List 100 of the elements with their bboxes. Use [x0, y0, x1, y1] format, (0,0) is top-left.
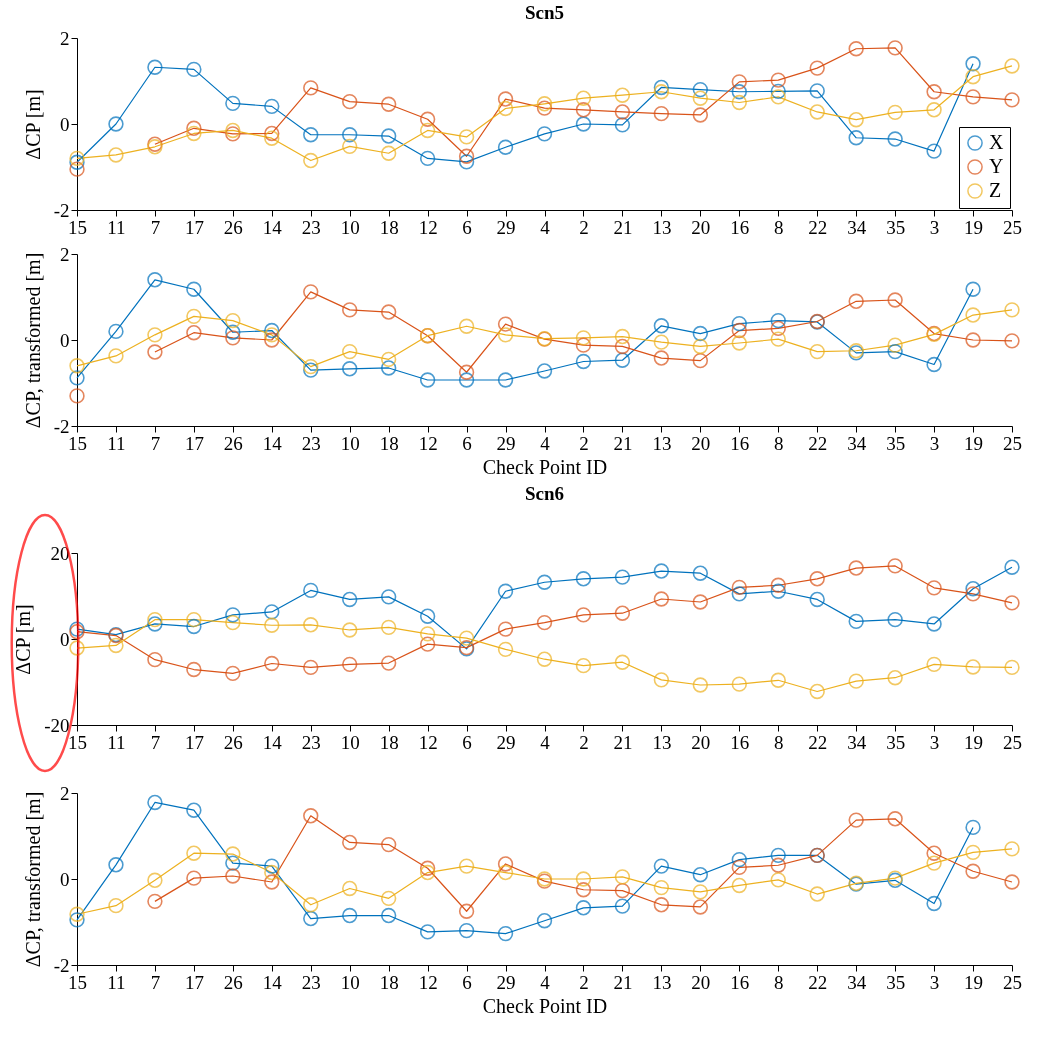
x-tick-label: 16: [730, 216, 750, 238]
x-tick-label: 22: [808, 731, 828, 753]
x-tick-label: 4: [540, 216, 551, 238]
x-tick-label: 11: [107, 971, 126, 993]
legend-label: Z: [989, 179, 1002, 201]
x-tick-label: 25: [1003, 731, 1022, 753]
x-tick-label: 35: [886, 971, 906, 993]
x-tick-label: 20: [691, 432, 711, 454]
x-tick-label: 14: [262, 432, 283, 454]
x-tick-label: 18: [379, 971, 399, 993]
y-axis-title: ΔCP, transformed [m]: [21, 252, 44, 429]
x-tick-label: 8: [774, 432, 784, 454]
x-tick-label: 20: [691, 731, 711, 753]
x-tick-label: 22: [808, 216, 828, 238]
x-tick-label: 23: [301, 971, 321, 993]
x-tick-label: 7: [150, 731, 161, 753]
x-tick-label: 29: [496, 971, 516, 993]
x-tick-label: 4: [540, 731, 551, 753]
x-tick-label: 34: [847, 731, 867, 753]
x-tick-label: 35: [886, 216, 906, 238]
x-tick-label: 2: [579, 216, 589, 238]
x-tick-label: 18: [379, 432, 399, 454]
y-tick-label: 2: [60, 243, 70, 265]
x-tick-label: 16: [730, 731, 750, 753]
x-tick-label: 26: [223, 432, 243, 454]
x-tick-label: 26: [223, 971, 243, 993]
x-tick-label: 25: [1003, 971, 1022, 993]
x-tick-label: 26: [223, 216, 243, 238]
y-tick-label: 0: [60, 868, 70, 890]
x-tick-label: 15: [68, 216, 87, 238]
x-tick-label: 29: [496, 731, 516, 753]
x-tick-label: 17: [184, 971, 204, 993]
x-tick-label: 12: [418, 432, 438, 454]
x-tick-label: 21: [613, 432, 633, 454]
chart-title: Scn6: [524, 483, 565, 504]
x-tick-label: 35: [886, 432, 906, 454]
x-tick-label: 8: [774, 971, 784, 993]
x-tick-label: 13: [652, 971, 672, 993]
x-tick-label: 8: [774, 216, 784, 238]
x-tick-label: 3: [929, 971, 940, 993]
x-tick-label: 6: [462, 971, 472, 993]
x-tick-label: 21: [613, 731, 633, 753]
y-tick-label: 2: [60, 782, 70, 804]
x-tick-label: 18: [379, 731, 399, 753]
x-tick-label: 17: [184, 432, 204, 454]
y-tick-label: 0: [60, 113, 70, 135]
x-axis-title: Check Point ID: [482, 994, 608, 1017]
x-tick-label: 19: [964, 216, 984, 238]
x-tick-label: 16: [730, 432, 750, 454]
x-tick-label: 23: [301, 432, 321, 454]
x-tick-label: 11: [107, 432, 126, 454]
x-axis-title: Check Point ID: [482, 455, 608, 478]
x-tick-label: 29: [496, 432, 516, 454]
x-tick-label: 26: [223, 731, 243, 753]
x-tick-label: 3: [929, 216, 940, 238]
x-tick-label: 2: [579, 731, 589, 753]
x-tick-label: 10: [340, 731, 360, 753]
x-tick-label: 6: [462, 731, 472, 753]
x-tick-label: 25: [1003, 432, 1022, 454]
x-tick-label: 12: [418, 216, 438, 238]
y-tick-label: -2: [53, 954, 70, 976]
y-tick-label: 0: [60, 628, 70, 650]
x-tick-label: 15: [68, 432, 87, 454]
x-tick-label: 13: [652, 432, 672, 454]
x-tick-label: 11: [107, 216, 126, 238]
chart-title: Scn5: [524, 2, 565, 23]
x-tick-label: 19: [964, 971, 984, 993]
x-tick-label: 10: [340, 432, 360, 454]
x-tick-label: 7: [150, 971, 161, 993]
legend-label: Y: [989, 155, 1004, 177]
y-tick-label: -20: [44, 714, 70, 736]
y-tick-label: 0: [60, 329, 70, 351]
x-tick-label: 12: [418, 971, 438, 993]
x-tick-label: 14: [262, 731, 283, 753]
x-tick-label: 19: [964, 731, 984, 753]
x-tick-label: 10: [340, 216, 360, 238]
x-tick-label: 7: [150, 216, 161, 238]
x-tick-label: 2: [579, 971, 589, 993]
y-axis-title: ΔCP [m]: [12, 604, 35, 675]
x-tick-label: 20: [691, 216, 711, 238]
legend-label: X: [989, 131, 1004, 153]
x-tick-label: 25: [1003, 216, 1022, 238]
x-tick-label: 17: [184, 731, 204, 753]
x-tick-label: 14: [262, 971, 283, 993]
y-tick-label: 2: [60, 27, 70, 49]
x-tick-label: 15: [68, 971, 87, 993]
x-tick-label: 23: [301, 216, 321, 238]
x-tick-label: 3: [929, 432, 940, 454]
x-tick-label: 3: [929, 731, 940, 753]
x-tick-label: 22: [808, 432, 828, 454]
y-axis-title: ΔCP, transformed [m]: [21, 791, 44, 968]
y-tick-label: -2: [53, 415, 70, 437]
x-tick-label: 20: [691, 971, 711, 993]
y-axis-title: ΔCP [m]: [21, 89, 44, 160]
x-tick-label: 12: [418, 731, 438, 753]
y-tick-label: 20: [50, 542, 70, 564]
x-tick-label: 4: [540, 971, 551, 993]
x-tick-label: 34: [847, 216, 867, 238]
x-tick-label: 13: [652, 216, 672, 238]
x-tick-label: 35: [886, 731, 906, 753]
